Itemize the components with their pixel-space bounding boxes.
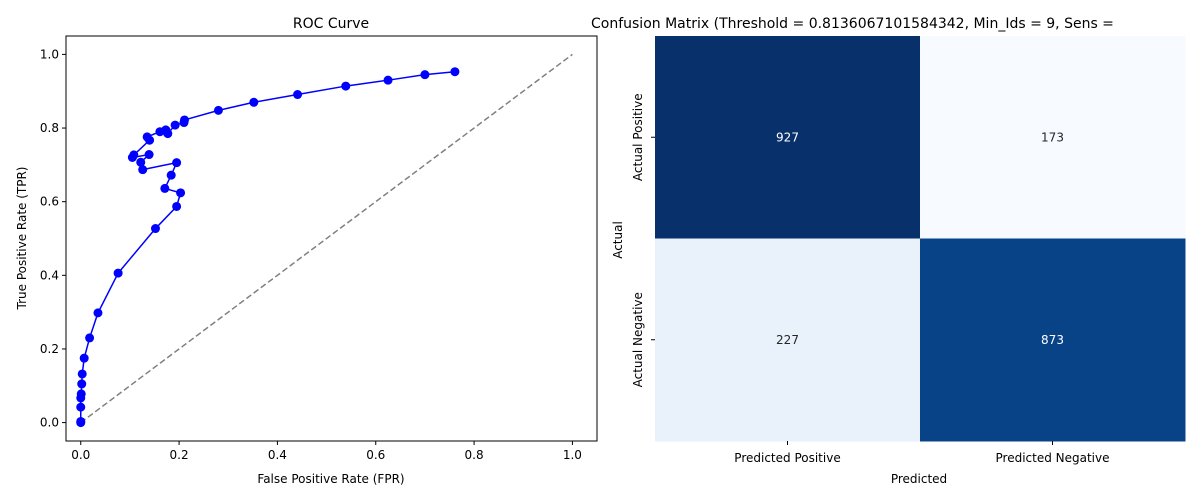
cm-cell (920, 36, 1186, 239)
roc-y-tick-label: 0.2 (40, 342, 59, 356)
cm-x-tick-label: Predicted Positive (734, 451, 840, 465)
cm-x-tick-label: Predicted Negative (996, 451, 1110, 465)
cm-cell-value: 873 (1041, 333, 1064, 347)
roc-point (249, 97, 259, 107)
roc-title: ROC Curve (293, 16, 369, 32)
cm-cell (655, 238, 921, 442)
roc-x-label: False Positive Rate (FPR) (257, 472, 404, 486)
cm-x-label: Predicted (891, 472, 947, 486)
cm-y-tick-label: Actual Negative (631, 292, 645, 387)
roc-point (113, 268, 123, 278)
roc-x-tick-label: 0.0 (71, 448, 90, 462)
cm-y-tick-label: Actual Positive (631, 93, 645, 181)
roc-point (341, 81, 351, 91)
roc-point (150, 224, 160, 234)
roc-point (293, 90, 303, 100)
roc-point (420, 70, 430, 80)
roc-y-tick-label: 1.0 (40, 47, 59, 61)
roc-curve-line (80, 70, 455, 423)
roc-point (160, 183, 170, 193)
cm-x-ticks: Predicted Positive Predicted Negative (734, 441, 1110, 465)
cm-cell (920, 238, 1186, 442)
roc-chart: ROC Curve 0.0 0.2 0.4 0.6 0.8 1.0 0.00.20.40.… (15, 16, 598, 486)
roc-point (93, 308, 103, 318)
roc-point (129, 150, 139, 160)
roc-diagonal-line (80, 53, 573, 424)
roc-y-tick-label: 0.8 (40, 121, 59, 135)
roc-point (450, 67, 460, 77)
roc-plot-area (65, 35, 598, 442)
roc-point (166, 170, 176, 180)
cm-title: Confusion Matrix (Threshold = 0.81360671… (591, 16, 1114, 32)
roc-point (79, 353, 89, 363)
roc-x-tick-label: 1.0 (563, 448, 582, 462)
roc-y-label: True Positive Rate (TPR) (15, 167, 29, 311)
roc-point (176, 188, 186, 198)
roc-point (213, 105, 223, 115)
roc-point (85, 333, 95, 343)
roc-point (142, 132, 152, 142)
roc-y-tick-label: 0.4 (40, 268, 59, 282)
roc-point (76, 402, 86, 412)
roc-point (76, 416, 86, 426)
cm-y-ticks: Actual Positive Actual Negative (631, 93, 655, 387)
cm-cell-value: 227 (776, 333, 799, 347)
roc-point (144, 150, 154, 160)
roc-point (170, 120, 180, 130)
roc-point (179, 115, 189, 125)
roc-y-tick-label: 0.0 (40, 416, 59, 430)
roc-x-tick-label: 0.2 (170, 448, 189, 462)
roc-x-tick-label: 0.4 (268, 448, 287, 462)
roc-point (76, 389, 86, 399)
cm-cell-value: 173 (1041, 130, 1064, 144)
roc-point (172, 201, 182, 211)
cm-cell-value: 927 (776, 130, 799, 144)
cm-cells: 927 173 227 873 (655, 36, 1186, 442)
roc-point (77, 379, 87, 389)
roc-point (77, 369, 87, 379)
roc-x-tick-label: 0.6 (366, 448, 385, 462)
roc-point (136, 157, 146, 167)
roc-point (172, 158, 182, 168)
roc-y-tick-label: 0.6 (40, 195, 59, 209)
roc-point (138, 165, 148, 175)
roc-x-tick-label: 0.8 (465, 448, 484, 462)
roc-y-ticks: 0.0 0.2 0.4 0.6 0.8 1.0 (40, 47, 66, 430)
cm-y-label: Actual (611, 221, 625, 259)
roc-point (383, 75, 393, 85)
cm-cell (655, 36, 921, 239)
roc-series (76, 53, 573, 428)
roc-point (163, 129, 173, 139)
roc-x-ticks: 0.0 0.2 0.4 0.6 0.8 1.0 (71, 441, 582, 462)
confusion-matrix-chart: Confusion Matrix (Threshold = 0.81360671… (591, 16, 1186, 486)
